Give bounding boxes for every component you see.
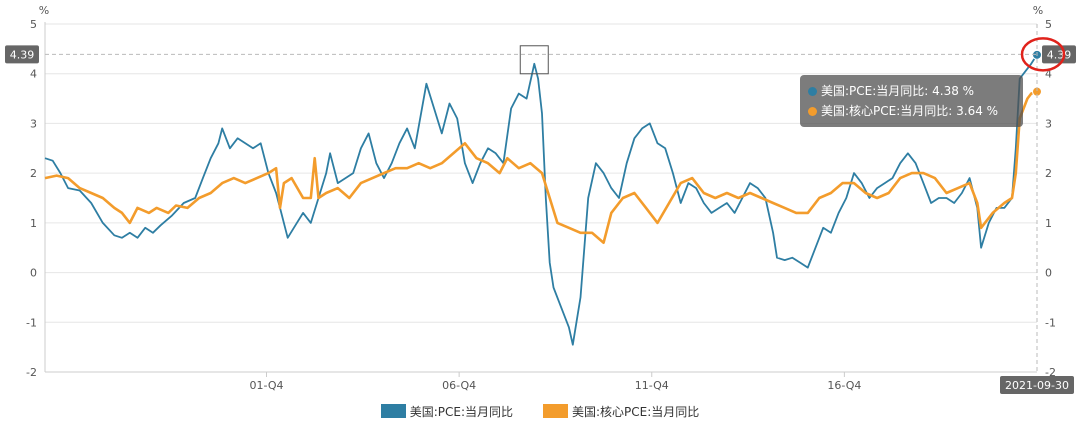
value-badge-right	[1042, 45, 1076, 64]
pointer-guides: 4.39 4.39 2021-09-30	[5, 24, 1076, 394]
x-tick-label: 11-Q4	[635, 379, 669, 392]
x-tick-label: 06-Q4	[442, 379, 476, 392]
legend-swatch-pce	[380, 404, 406, 418]
legend: 美国:PCE:当月同比 美国:核心PCE:当月同比	[0, 400, 1080, 422]
tooltip-dot-core-pce	[808, 106, 817, 116]
chart: -2 -1 0 1 2 3 4 5% -2 -1 0 1 2 3 4 5% 01-Q4 06-Q4 11-Q4 1…	[5, 4, 1076, 394]
tooltip-row-core-pce: 美国:核心PCE:当月同比: 3.64 %	[808, 101, 1015, 121]
y-tick-right: 1	[1045, 217, 1052, 230]
legend-label-core-pce: 美国:核心PCE:当月同比	[572, 404, 700, 419]
tooltip-text-pce: 美国:PCE:当月同比: 4.38 %	[821, 84, 975, 98]
y-tick-left: 1	[30, 217, 37, 230]
value-badge-left	[5, 45, 39, 64]
x-tick-label: 16-Q4	[827, 379, 861, 392]
y-tick-right: 5	[1045, 18, 1052, 31]
x-axis: 01-Q4 06-Q4 11-Q4 16-Q4	[45, 371, 1037, 392]
y-tick-left: 0	[30, 267, 37, 280]
y-unit-left: %	[39, 4, 49, 17]
tooltip-dot-pce	[808, 86, 817, 96]
value-badge-left-text: 4.39	[10, 48, 35, 61]
legend-label-pce: 美国:PCE:当月同比	[409, 404, 513, 419]
legend-item-pce[interactable]: 美国:PCE:当月同比	[380, 403, 513, 420]
y-tick-right: 3	[1045, 117, 1052, 130]
date-badge-text: 2021-09-30	[1005, 379, 1069, 392]
y-axis-left: -2 -1 0 1 2 3 4 5%	[26, 4, 49, 379]
tooltip: 美国:PCE:当月同比: 4.38 % 美国:核心PCE:当月同比: 3.64 …	[800, 75, 1023, 127]
series-line-1	[44, 90, 1038, 244]
y-tick-right: 2	[1045, 167, 1052, 180]
series-line-0	[44, 54, 1038, 346]
y-tick-left: 3	[30, 117, 37, 130]
x-tick-label: 01-Q4	[249, 379, 283, 392]
annotation-circle	[1020, 37, 1066, 72]
date-badge	[1000, 376, 1074, 394]
y-tick-left: 2	[30, 167, 37, 180]
y-tick-right: -1	[1045, 316, 1056, 329]
y-tick-right: -2	[1045, 366, 1056, 379]
y-unit-right: %	[1033, 4, 1043, 17]
legend-swatch-core-pce	[543, 404, 568, 418]
y-tick-right: 4	[1045, 68, 1052, 81]
y-tick-left: -1	[26, 316, 37, 329]
y-axis-right: -2 -1 0 1 2 3 4 5%	[1033, 4, 1056, 379]
y-tick-left: 5	[30, 18, 37, 31]
tooltip-row-pce: 美国:PCE:当月同比: 4.38 %	[808, 81, 1015, 101]
y-tick-right: 0	[1045, 267, 1052, 280]
legend-item-core-pce[interactable]: 美国:核心PCE:当月同比	[543, 403, 699, 420]
peak-highlight-box	[519, 45, 549, 75]
y-tick-left: 4	[30, 68, 37, 81]
tooltip-text-core-pce: 美国:核心PCE:当月同比: 3.64 %	[821, 104, 999, 118]
value-badge-right-text: 4.39	[1047, 48, 1072, 61]
y-tick-left: -2	[26, 366, 37, 379]
